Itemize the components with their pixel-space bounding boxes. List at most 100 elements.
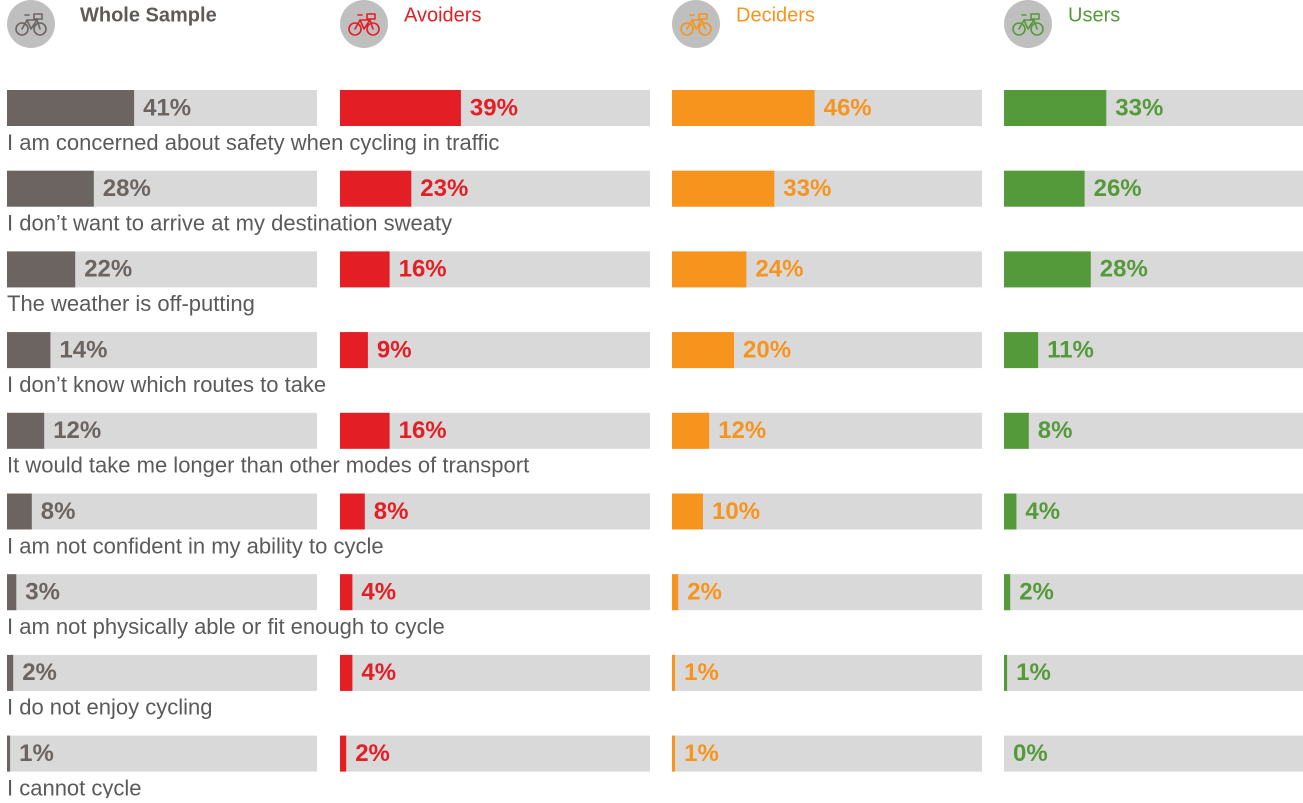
bar	[672, 412, 710, 449]
bar-track	[1004, 735, 1303, 772]
category-label: I am not confident in my ability to cycl…	[7, 533, 384, 558]
bar	[7, 574, 17, 611]
bar-track	[672, 493, 982, 530]
value-label: 39%	[470, 94, 518, 121]
bar-track	[1004, 574, 1303, 611]
bar	[340, 251, 390, 288]
value-label: 28%	[103, 175, 151, 202]
legend-label: Avoiders	[404, 4, 481, 26]
bar	[672, 493, 703, 530]
bar	[7, 654, 14, 691]
value-label: 24%	[755, 256, 803, 283]
bar	[340, 735, 347, 772]
value-label: 0%	[1013, 740, 1048, 767]
bar	[7, 412, 45, 449]
bar-track	[7, 412, 317, 449]
bar	[672, 654, 676, 691]
bar	[672, 251, 747, 288]
category-label: I don’t want to arrive at my destination…	[7, 211, 452, 236]
bar-track	[340, 332, 650, 369]
bike-wheel	[348, 22, 362, 36]
bar-track	[1004, 412, 1303, 449]
value-label: 11%	[1047, 336, 1094, 363]
bar-track	[1004, 654, 1303, 691]
category-label: I cannot cycle	[7, 775, 142, 798]
value-label: 2%	[355, 740, 390, 767]
header-icon-bg	[340, 0, 388, 48]
bike-frame	[686, 13, 708, 30]
value-label: 4%	[361, 579, 396, 606]
value-label: 33%	[783, 175, 831, 202]
value-label: 4%	[361, 659, 396, 686]
value-label: 1%	[684, 659, 719, 686]
value-label: 1%	[684, 740, 719, 767]
legend-label: Users	[1068, 4, 1120, 26]
bar	[1004, 90, 1107, 126]
bar	[672, 170, 775, 207]
bar-track	[7, 574, 317, 611]
value-label: 16%	[399, 417, 447, 444]
bar	[1004, 493, 1017, 530]
value-label: 12%	[53, 417, 101, 444]
value-label: 8%	[374, 498, 409, 525]
value-label: 1%	[1016, 659, 1051, 686]
bike-wheel	[33, 22, 47, 36]
value-label: 8%	[41, 498, 76, 525]
bar	[672, 90, 815, 126]
bike-wheel	[1030, 22, 1044, 36]
bar	[7, 735, 11, 772]
bar	[340, 493, 365, 530]
value-label: 14%	[59, 336, 107, 363]
bar	[340, 170, 412, 207]
bike-icon	[1012, 13, 1044, 36]
bike-frame	[354, 13, 376, 30]
bar	[672, 735, 676, 772]
value-label: 26%	[1094, 175, 1142, 202]
bar-track	[7, 493, 317, 530]
bar	[340, 332, 368, 369]
bar	[7, 170, 94, 207]
value-label: 23%	[420, 175, 468, 202]
legend-label: Deciders	[736, 4, 815, 26]
bike-icon	[348, 13, 380, 36]
bar	[340, 412, 390, 449]
bike-wheel	[1012, 22, 1026, 36]
value-label: 2%	[1019, 579, 1054, 606]
value-label: 28%	[1100, 256, 1148, 283]
category-label: It would take me longer than other modes…	[7, 453, 529, 478]
bar	[672, 574, 679, 611]
bar	[7, 251, 76, 288]
category-label: I do not enjoy cycling	[7, 695, 212, 720]
value-label: 12%	[718, 417, 766, 444]
value-label: 33%	[1115, 94, 1163, 121]
bar-track	[7, 654, 317, 691]
bar	[7, 90, 135, 126]
bike-wheel	[15, 22, 29, 36]
bike-wheel	[680, 22, 694, 36]
bar	[1004, 574, 1011, 611]
bar	[1004, 412, 1029, 449]
header-icon-bg	[1004, 0, 1052, 48]
bar-track	[672, 735, 982, 772]
bar-track	[340, 574, 650, 611]
value-label: 8%	[1038, 417, 1073, 444]
bike-frame	[1018, 13, 1040, 30]
bar	[1004, 170, 1085, 207]
legend-label: Whole Sample	[80, 4, 217, 26]
bar-track	[340, 251, 650, 288]
bar-track	[1004, 332, 1303, 369]
bike-icon	[680, 13, 712, 36]
value-label: 22%	[84, 256, 132, 283]
category-label: I don’t know which routes to take	[7, 372, 326, 397]
bar-track	[672, 574, 982, 611]
bar	[1004, 332, 1039, 369]
value-label: 2%	[22, 659, 57, 686]
bar	[672, 332, 734, 369]
bar-track	[1004, 493, 1303, 530]
header-icon-bg	[672, 0, 720, 48]
value-label: 1%	[19, 740, 54, 767]
value-label: 16%	[399, 256, 447, 283]
value-label: 10%	[712, 498, 760, 525]
